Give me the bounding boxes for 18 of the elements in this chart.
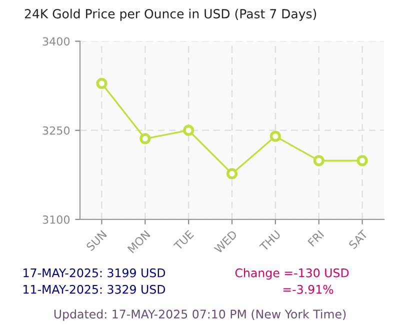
- point: [356, 155, 368, 166]
- point: [226, 168, 238, 180]
- point: [270, 130, 281, 142]
- x-tick-label: FRI: [308, 230, 324, 247]
- point: [140, 133, 151, 144]
- point: [313, 155, 324, 166]
- point: [96, 78, 108, 89]
- text: 17-MAY-2025: 3199 USD: [24, 268, 166, 278]
- text: Change =-130 USD: [235, 268, 349, 280]
- chart-title: 24K Gold Price per Ounce in USD (Past 7 Days): [24, 8, 316, 21]
- text: 11-MAY-2025: 3329 USD: [24, 284, 166, 294]
- y-tick-label: 3100: [42, 215, 70, 224]
- text: =-3.91%: [283, 284, 334, 294]
- text: Updated: 17-MAY-2025 07:10 PM (New York Time): [54, 309, 346, 321]
- x-tick-label: TUE: [173, 230, 194, 251]
- y-tick-label: 3400: [42, 37, 70, 46]
- point: [183, 124, 194, 136]
- y-tick-label: 3250: [42, 126, 70, 135]
